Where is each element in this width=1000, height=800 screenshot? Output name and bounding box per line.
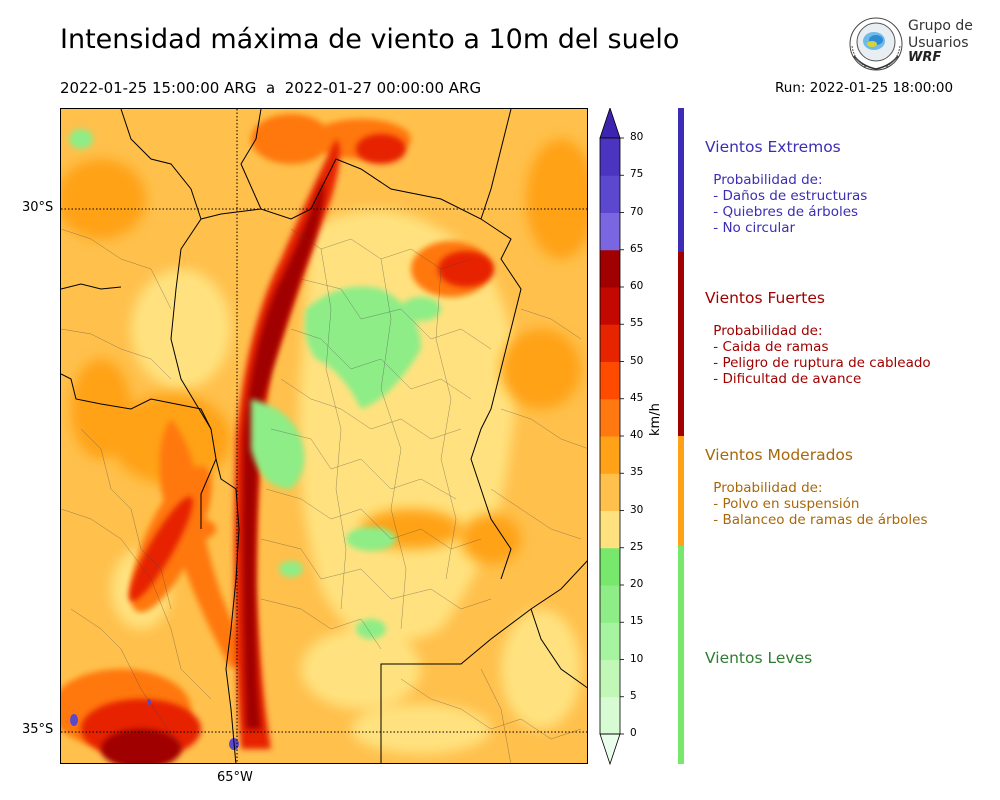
lat-label-30s: 30°S [22, 200, 54, 215]
wind-field [61, 109, 587, 763]
field-extreme [101, 179, 324, 763]
category-bar-moderate [678, 436, 684, 546]
colorbar-bin [600, 398, 620, 437]
colorbar-bin [600, 361, 620, 400]
period-label: 2022-01-25 15:00:00 ARG a 2022-01-27 00:… [60, 79, 481, 97]
colorbar-tick-label: 15 [630, 615, 644, 628]
colorbar-tick-label: 40 [630, 429, 644, 441]
colorbar-tick-label: 25 [630, 540, 644, 553]
colorbar-bin [600, 659, 620, 698]
category-bar-light [678, 546, 684, 764]
logo-line3: WRF [908, 50, 942, 65]
run-label: Run: 2022-01-25 18:00:00 [775, 80, 954, 96]
category-desc-extreme: Probabilidad de: - Daños de estructuras … [713, 172, 868, 236]
category-desc-moderate: Probabilidad de: - Polvo en suspensión -… [713, 480, 928, 528]
colorbar-bin [600, 249, 620, 288]
colorbar-tick-label: 50 [630, 354, 644, 367]
category-desc-strong: Probabilidad de: - Caida de ramas - Peli… [713, 323, 931, 387]
colorbar-tick-label: 0 [630, 727, 637, 739]
colorbar-bin [600, 287, 620, 325]
colorbar-tick-label: 75 [630, 168, 644, 181]
colorbar-tick-label: 5 [630, 689, 637, 702]
grupo-wrf-logo: Grupo de Usuarios WRF [848, 16, 973, 74]
colorbar-bin [600, 696, 620, 735]
colorbar-unit: km/h [648, 403, 663, 436]
colorbar-bin [600, 175, 620, 213]
colorbar-extend-max [599, 108, 621, 139]
department-borders [61, 228, 587, 763]
category-title-extreme: Vientos Extremos [705, 138, 841, 156]
colorbar-tick-label: 45 [630, 391, 644, 404]
chart-title: Intensidad máxima de viento a 10m del su… [60, 24, 680, 55]
category-bar-strong [678, 252, 684, 436]
field-light [69, 129, 441, 639]
category-title-moderate: Vientos Moderados [705, 446, 853, 464]
colorbar-extend-min [599, 733, 621, 766]
colorbar-bin [600, 324, 620, 362]
colorbar-bin [600, 436, 620, 474]
colorbar-bin [600, 138, 620, 176]
period-separator: a [265, 79, 276, 97]
colorbar-tick-label: 10 [630, 652, 644, 665]
colorbar-bin [600, 547, 620, 586]
colorbar-tick-label: 30 [630, 503, 644, 516]
lat-label-35s: 35°S [22, 722, 54, 737]
colorbar-tick-label: 80 [630, 131, 644, 143]
colorbar-tick-label: 60 [630, 280, 644, 292]
province-borders [61, 109, 587, 763]
colorbar [599, 108, 624, 766]
colorbar-tick-label: 35 [630, 466, 644, 479]
category-bar-extreme [678, 108, 684, 252]
colorbar-bin [600, 622, 620, 660]
colorbar-tick-label: 65 [630, 242, 644, 255]
period-end: 2022-01-27 00:00:00 ARG [284, 79, 482, 97]
lon-label-65w: 65°W [217, 770, 253, 785]
category-title-light: Vientos Leves [705, 649, 813, 667]
category-title-strong: Vientos Fuertes [705, 289, 825, 307]
colorbar-tick-label: 70 [630, 205, 644, 218]
colorbar-tick-label: 55 [630, 317, 644, 330]
colorbar-bin [600, 473, 620, 511]
colorbar-bin [600, 212, 620, 251]
graticule [61, 109, 587, 763]
logo-line1: Grupo de [908, 18, 973, 34]
colorbar-bin [600, 585, 620, 623]
wind-map [60, 108, 588, 764]
colorbar-tick-label: 20 [630, 578, 644, 590]
period-start: 2022-01-25 15:00:00 ARG [60, 79, 257, 97]
globe-icon [849, 17, 903, 71]
logo-line2: Usuarios [908, 35, 969, 51]
colorbar-bin [600, 510, 620, 549]
